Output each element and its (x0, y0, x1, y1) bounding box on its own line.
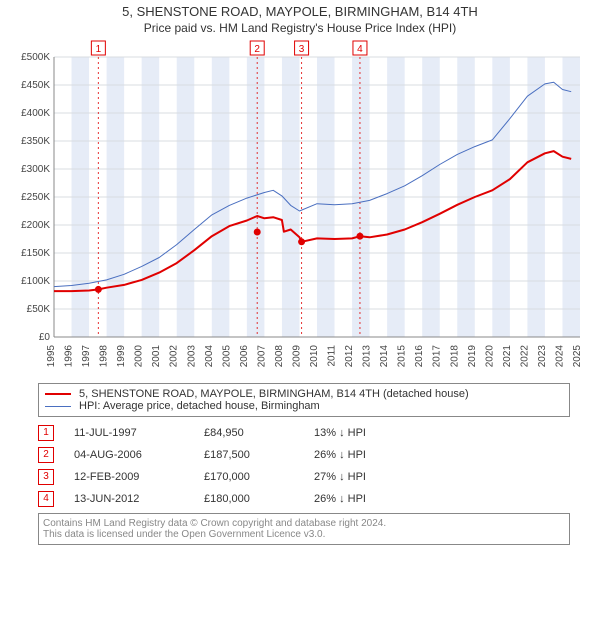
svg-text:2011: 2011 (327, 345, 338, 367)
footer-line-1: Contains HM Land Registry data © Crown c… (43, 518, 565, 529)
svg-text:2015: 2015 (397, 345, 408, 368)
event-delta: 26% ↓ HPI (314, 449, 424, 461)
svg-text:3: 3 (299, 44, 305, 55)
svg-text:2020: 2020 (484, 345, 495, 368)
event-price: £187,500 (204, 449, 314, 461)
svg-text:£50K: £50K (27, 304, 51, 315)
svg-text:2022: 2022 (519, 345, 530, 368)
event-marker: 1 (38, 425, 54, 441)
event-price: £170,000 (204, 471, 314, 483)
svg-text:£400K: £400K (21, 108, 50, 119)
event-date: 12-FEB-2009 (74, 471, 204, 483)
event-row: 3 12-FEB-2009£170,00027% ↓ HPI (38, 469, 570, 485)
svg-text:£0: £0 (39, 332, 51, 343)
svg-text:2021: 2021 (502, 345, 513, 368)
chart-area: £0 £50K £100K £150K £200K £250K £300K £350K £400… (10, 39, 590, 379)
svg-text:2009: 2009 (291, 345, 302, 368)
event-row: 4 13-JUN-2012£180,00026% ↓ HPI (38, 491, 570, 507)
chart-title: 5, SHENSTONE ROAD, MAYPOLE, BIRMINGHAM, … (0, 4, 600, 19)
svg-text:2000: 2000 (134, 345, 145, 368)
svg-text:£100K: £100K (21, 276, 50, 287)
svg-text:£300K: £300K (21, 164, 50, 175)
svg-text:2005: 2005 (221, 345, 232, 368)
svg-text:2023: 2023 (537, 345, 548, 368)
svg-text:1995: 1995 (46, 345, 57, 368)
svg-text:2004: 2004 (204, 345, 215, 368)
footer-line-2: This data is licensed under the Open Gov… (43, 529, 565, 540)
svg-text:2002: 2002 (169, 345, 180, 368)
svg-text:2019: 2019 (467, 345, 478, 368)
chart-subtitle: Price paid vs. HM Land Registry's House … (0, 21, 600, 35)
svg-text:1997: 1997 (81, 345, 92, 368)
svg-text:1998: 1998 (99, 345, 110, 368)
event-marker: 2 (38, 447, 54, 463)
svg-text:2014: 2014 (379, 345, 390, 368)
svg-text:2003: 2003 (186, 345, 197, 368)
svg-text:2001: 2001 (151, 345, 162, 368)
event-marker: 3 (38, 469, 54, 485)
event-date: 04-AUG-2006 (74, 449, 204, 461)
svg-text:2025: 2025 (572, 345, 583, 368)
svg-text:2010: 2010 (309, 345, 320, 368)
svg-text:2: 2 (254, 44, 260, 55)
svg-text:2006: 2006 (239, 345, 250, 368)
svg-text:2008: 2008 (274, 345, 285, 368)
footer-attribution: Contains HM Land Registry data © Crown c… (38, 513, 570, 545)
svg-text:£450K: £450K (21, 80, 50, 91)
svg-text:2016: 2016 (414, 345, 425, 368)
svg-text:£500K: £500K (21, 52, 50, 63)
event-delta: 26% ↓ HPI (314, 493, 424, 505)
event-row: 1 11-JUL-1997£84,95013% ↓ HPI (38, 425, 570, 441)
svg-text:4: 4 (357, 44, 363, 55)
svg-text:2012: 2012 (344, 345, 355, 368)
svg-text:2018: 2018 (449, 345, 460, 368)
svg-text:1996: 1996 (64, 345, 75, 368)
event-marker: 4 (38, 491, 54, 507)
event-delta: 13% ↓ HPI (314, 427, 424, 439)
event-date: 13-JUN-2012 (74, 493, 204, 505)
events-table: 1 11-JUL-1997£84,95013% ↓ HPI 2 04-AUG-2006… (38, 425, 570, 507)
legend-label: 5, SHENSTONE ROAD, MAYPOLE, BIRMINGHAM, … (79, 388, 469, 400)
svg-text:£250K: £250K (21, 192, 50, 203)
svg-text:£150K: £150K (21, 248, 50, 259)
legend-row: HPI: Average price, detached house, Birm… (45, 400, 563, 412)
svg-text:£200K: £200K (21, 220, 50, 231)
event-price: £84,950 (204, 427, 314, 439)
legend-swatch (45, 393, 71, 395)
price-chart: £0 £50K £100K £150K £200K £250K £300K £350K £400… (10, 39, 590, 379)
event-date: 11-JUL-1997 (74, 427, 204, 439)
svg-text:2024: 2024 (554, 345, 565, 368)
legend: 5, SHENSTONE ROAD, MAYPOLE, BIRMINGHAM, … (38, 383, 570, 417)
svg-text:2007: 2007 (256, 345, 267, 368)
event-row: 2 04-AUG-2006£187,50026% ↓ HPI (38, 447, 570, 463)
svg-text:2017: 2017 (432, 345, 443, 368)
legend-swatch (45, 406, 71, 407)
svg-text:1999: 1999 (116, 345, 127, 368)
event-delta: 27% ↓ HPI (314, 471, 424, 483)
event-price: £180,000 (204, 493, 314, 505)
svg-text:1: 1 (96, 44, 102, 55)
svg-text:2013: 2013 (362, 345, 373, 368)
svg-text:£350K: £350K (21, 136, 50, 147)
legend-row: 5, SHENSTONE ROAD, MAYPOLE, BIRMINGHAM, … (45, 388, 563, 400)
legend-label: HPI: Average price, detached house, Birm… (79, 400, 320, 412)
